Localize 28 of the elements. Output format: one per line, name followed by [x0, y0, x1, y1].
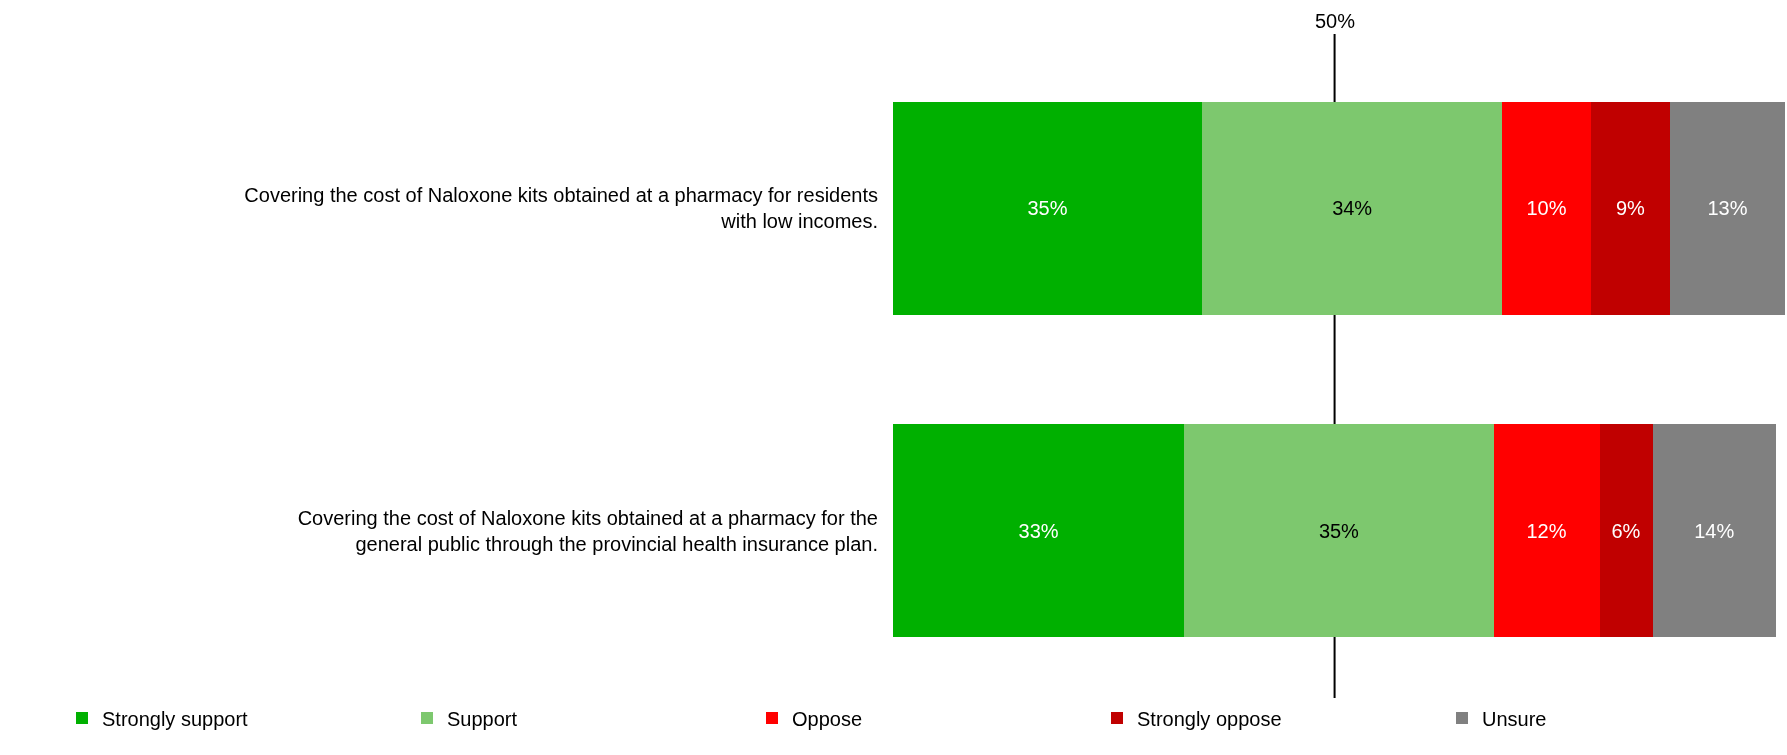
legend-label: Unsure — [1482, 707, 1547, 730]
bar — [1202, 101, 1503, 315]
y-tick-label: Covering the cost of Naloxone kits obtained at a pharmacy for residents with low incomes. — [244, 184, 878, 233]
legend-label: Support — [447, 707, 518, 730]
bar — [1670, 101, 1785, 315]
data-label: 13% — [1707, 197, 1748, 220]
data-label: 9% — [1615, 197, 1646, 220]
data-label: 35% — [1318, 519, 1360, 542]
data-label: 12% — [1526, 519, 1567, 542]
bar — [1502, 101, 1591, 315]
bar — [1184, 424, 1494, 638]
data-label: 35% — [1027, 197, 1068, 220]
data-label: 14% — [1694, 519, 1735, 542]
y-tick-label: Covering the cost of Naloxone kits obtained at a pharmacy for the general public through the provincial health insurance plan. — [297, 506, 878, 555]
data-label: 10% — [1526, 197, 1567, 220]
legend-label: Strongly oppose — [1137, 707, 1282, 730]
legend-label: Strongly support — [102, 707, 249, 730]
bar — [1652, 424, 1777, 638]
data-label: 33% — [1018, 519, 1059, 542]
bar — [893, 101, 1203, 315]
legend-label: Oppose — [792, 707, 863, 730]
bar — [1590, 101, 1671, 315]
data-label: 34% — [1332, 197, 1373, 220]
ref-line-label: 50% — [1315, 10, 1356, 32]
bar — [1493, 424, 1600, 638]
data-label: 6% — [1611, 519, 1641, 542]
bar — [1599, 424, 1653, 638]
bar — [893, 424, 1185, 638]
